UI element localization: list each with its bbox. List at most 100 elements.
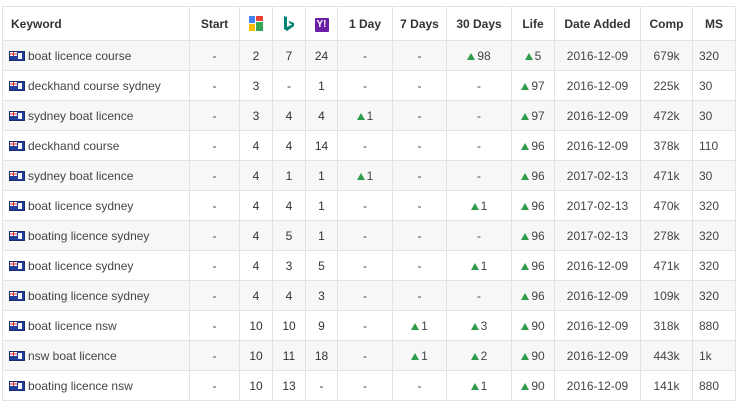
start-cell: - (189, 220, 240, 251)
table-row[interactable]: boating licence sydney - 4 5 1 - - - 96 2017-02-1… (2, 220, 736, 251)
keyword-cell: deckhand course (2, 130, 190, 161)
yahoo-rank: 1 (318, 78, 325, 93)
7days-value: - (417, 198, 422, 213)
keyword-link[interactable]: nsw boat licence (28, 348, 117, 363)
30days-cell: 3 (446, 310, 512, 341)
30days-value: - (477, 108, 481, 123)
comp-unit: k (673, 348, 680, 363)
comp-unit: k (673, 78, 680, 93)
col-keyword[interactable]: Keyword (2, 6, 190, 41)
30days-value: - (477, 78, 481, 93)
col-ms[interactable]: MS (692, 6, 736, 41)
google-rank: 10 (249, 378, 263, 393)
life-value: 90 (531, 318, 545, 333)
table-row[interactable]: sydney boat licence - 3 4 4 1 - - 97 2016-12-09 47… (2, 100, 736, 131)
up-arrow-icon (467, 52, 476, 60)
ms-cell: 320 (692, 250, 736, 281)
keyword-link[interactable]: boat licence nsw (28, 318, 117, 333)
30days-value: 1 (480, 378, 488, 393)
keyword-link[interactable]: deckhand course sydney (28, 78, 161, 93)
bing-rank-cell: 4 (272, 130, 306, 161)
start-value: - (212, 198, 217, 213)
keyword-link[interactable]: boat licence sydney (28, 258, 134, 273)
1day-value: - (363, 228, 367, 243)
table-row[interactable]: boat licence sydney - 4 3 5 - - 1 96 2016-12-09 47… (2, 250, 736, 281)
table-row[interactable]: boating licence nsw - 10 13 - - - 1 90 2016-12-09… (2, 370, 736, 401)
table-row[interactable]: boating licence sydney - 4 4 3 - - - 96 2016-12-0… (2, 280, 736, 311)
7days-value: - (417, 108, 422, 123)
table-row[interactable]: sydney boat licence - 4 1 1 1 - - 96 2017-02-13 47… (2, 160, 736, 191)
life-cell: 90 (511, 340, 555, 371)
date-added-value: 2016-12-09 (566, 318, 629, 333)
keyword-link[interactable]: boating licence nsw (28, 378, 133, 393)
table-row[interactable]: deckhand course sydney - 3 - 1 - - - 97 2016-12-0… (2, 70, 736, 101)
7days-value: - (417, 288, 422, 303)
30days-value: 1 (480, 198, 488, 213)
google-rank-cell: 4 (239, 250, 273, 281)
bing-rank-cell: 7 (272, 40, 306, 71)
col-7days[interactable]: 7 Days (392, 6, 447, 41)
yahoo-rank-cell: 1 (305, 70, 338, 101)
up-arrow-icon (521, 292, 530, 300)
comp-cell: 378k (640, 130, 693, 161)
1day-value: - (363, 138, 367, 153)
table-row[interactable]: nsw boat licence - 10 11 18 - 1 2 90 2016-12-09 44… (2, 340, 736, 371)
date-added-value: 2016-12-09 (566, 348, 629, 363)
keyword-link[interactable]: deckhand course (28, 138, 120, 153)
date-added-value: 2016-12-09 (566, 48, 629, 63)
yahoo-rank-cell: 9 (305, 310, 338, 341)
col-start[interactable]: Start (189, 6, 240, 41)
col-date-added[interactable]: Date Added (554, 6, 641, 41)
col-life[interactable]: Life (511, 6, 555, 41)
date-added-cell: 2016-12-09 (554, 70, 641, 101)
col-1day[interactable]: 1 Day (337, 6, 393, 41)
col-30days[interactable]: 30 Days (446, 6, 512, 41)
keyword-link[interactable]: boat licence course (28, 48, 132, 63)
7days-cell: 1 (392, 340, 447, 371)
7days-cell: - (392, 220, 447, 251)
life-value: 5 (534, 48, 542, 63)
date-added-value: 2016-12-09 (566, 78, 629, 93)
up-arrow-icon (521, 232, 530, 240)
col-comp[interactable]: Comp (640, 6, 693, 41)
30days-cell: 2 (446, 340, 512, 371)
col-yahoo[interactable]: Y! (305, 6, 338, 41)
7days-cell: - (392, 190, 447, 221)
up-arrow-icon (521, 112, 530, 120)
7days-value: - (417, 168, 422, 183)
keyword-link[interactable]: boating licence sydney (28, 228, 150, 243)
life-cell: 5 (511, 40, 555, 71)
bing-rank-cell: 11 (272, 340, 306, 371)
yahoo-rank-cell: 1 (305, 160, 338, 191)
1day-value: - (363, 348, 367, 363)
ms-cell: 320 (692, 220, 736, 251)
keyword-link[interactable]: boating licence sydney (28, 288, 150, 303)
start-value: - (212, 288, 217, 303)
yahoo-rank: 1 (318, 228, 325, 243)
keyword-cell: boating licence sydney (2, 220, 190, 251)
comp-unit: k (673, 108, 680, 123)
keyword-link[interactable]: sydney boat licence (28, 168, 134, 183)
table-row[interactable]: boat licence sydney - 4 4 1 - - 1 96 2017-02-13 47… (2, 190, 736, 221)
keyword-link[interactable]: sydney boat licence (28, 108, 134, 123)
ms-cell: 1k (692, 340, 736, 371)
life-cell: 96 (511, 250, 555, 281)
1day-value: 1 (366, 168, 374, 183)
30days-value: - (477, 138, 481, 153)
col-google[interactable] (239, 6, 273, 41)
bing-rank-cell: 1 (272, 160, 306, 191)
google-rank: 3 (252, 78, 260, 93)
col-bing[interactable] (272, 6, 306, 41)
table-row[interactable]: boat licence course - 2 7 24 - - 98 5 2016-12-09 6… (2, 40, 736, 71)
start-cell: - (189, 130, 240, 161)
keyword-link[interactable]: boat licence sydney (28, 198, 134, 213)
table-row[interactable]: deckhand course - 4 4 14 - - - 96 2016-12-09 378k 1… (2, 130, 736, 161)
comp-cell: 679k (640, 40, 693, 71)
comp-cell: 470k (640, 190, 693, 221)
comp-cell: 225k (640, 70, 693, 101)
table-row[interactable]: boat licence nsw - 10 10 9 - 1 3 90 2016-12-09 318… (2, 310, 736, 341)
start-cell: - (189, 100, 240, 131)
date-added-value: 2016-12-09 (566, 138, 629, 153)
bing-rank: 11 (282, 348, 296, 363)
1day-cell: - (337, 40, 393, 71)
